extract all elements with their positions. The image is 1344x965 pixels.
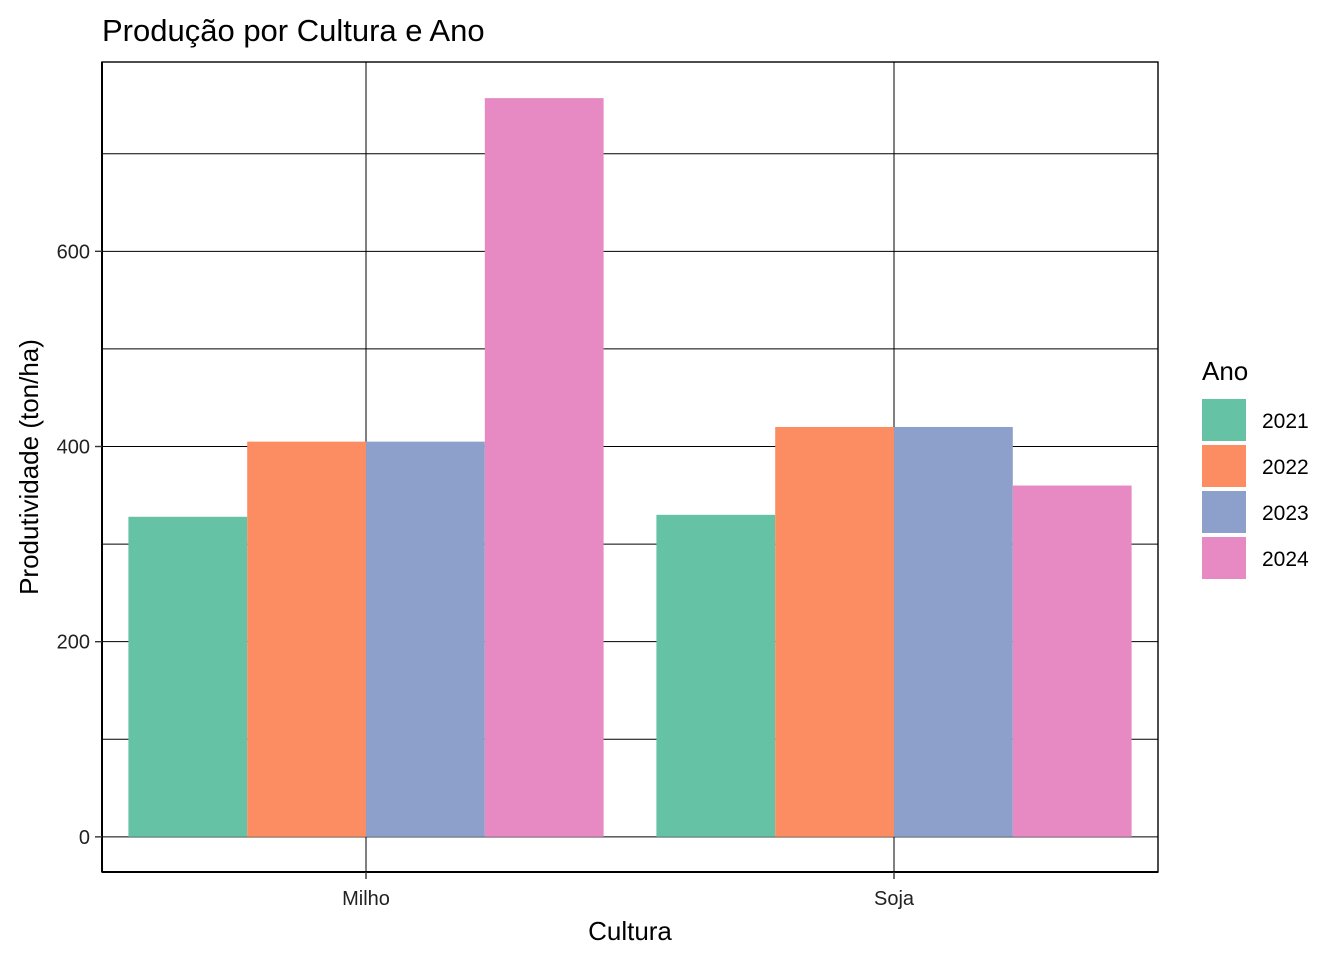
bar-milho-2023 (366, 441, 485, 837)
legend-label-2023: 2023 (1262, 502, 1309, 525)
bar-soja-2021 (656, 514, 776, 837)
y-tick-label: 400 (57, 437, 90, 459)
legend-title: Ano (1202, 356, 1248, 386)
legend-label-2024: 2024 (1262, 548, 1309, 571)
legend-key-2021 (1202, 399, 1246, 441)
bar-milho-2022 (247, 441, 366, 837)
y-tick-label: 0 (79, 827, 90, 849)
legend-key-2022 (1202, 445, 1246, 487)
x-tick-label: Soja (874, 888, 915, 910)
bar-soja-2022 (775, 426, 894, 837)
bars (128, 98, 1132, 837)
bar-milho-2021 (128, 516, 248, 837)
legend-label-2021: 2021 (1262, 410, 1309, 433)
y-tick-label: 600 (57, 241, 90, 263)
y-axis-title: Produtividade (ton/ha) (14, 339, 44, 595)
x-tick-label: Milho (342, 888, 390, 910)
axes: 0 200 400 600 Milho Soja (57, 62, 1158, 910)
bar-soja-2023 (894, 426, 1013, 837)
x-axis-title: Cultura (588, 916, 672, 946)
legend-key-2023 (1202, 491, 1246, 533)
legend-label-2022: 2022 (1262, 456, 1309, 479)
bar-soja-2024 (1012, 485, 1132, 837)
y-tick-label: 200 (57, 632, 90, 654)
legend-key-2024 (1202, 537, 1246, 579)
legend: Ano 2021 2022 2023 2024 (1202, 356, 1309, 579)
chart-title: Produção por Cultura e Ano (102, 13, 485, 48)
bar-milho-2024 (484, 98, 604, 837)
